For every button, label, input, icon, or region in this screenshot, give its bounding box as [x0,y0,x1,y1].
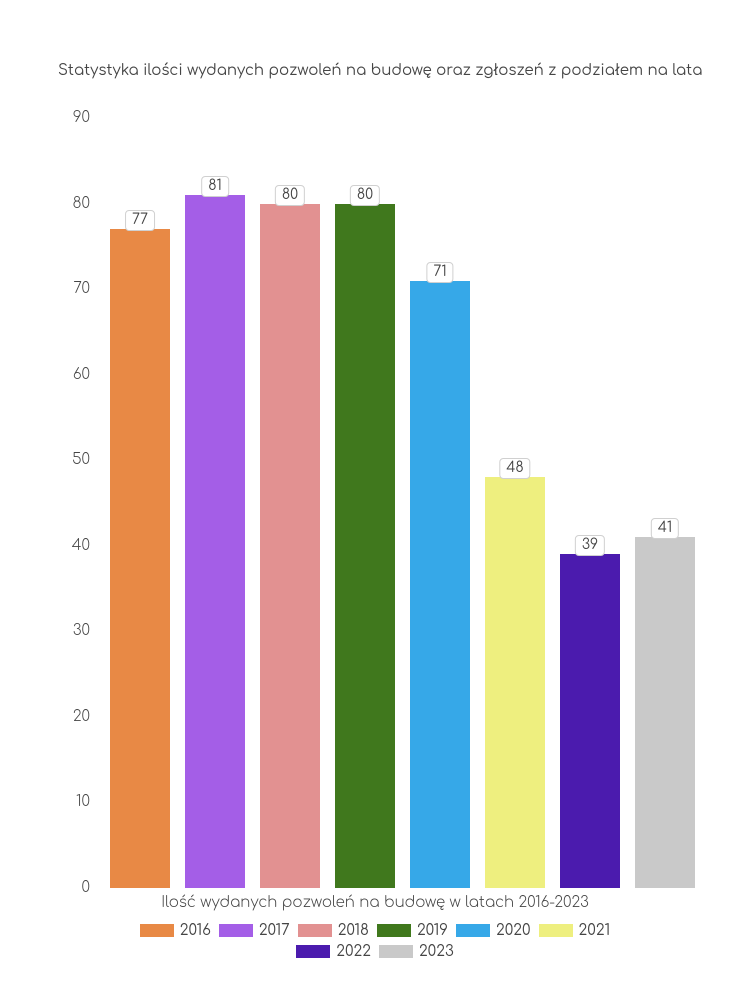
legend-item-2022: 2022 [296,943,371,960]
legend-swatch [140,924,174,937]
legend-row: 2016 2017 2018 2019 2020 2021 [0,922,750,939]
value-label-2017: 81 [201,176,229,197]
legend-item-2020: 2020 [456,922,531,939]
legend-swatch [296,945,330,958]
legend-swatch [219,924,253,937]
value-label-2020: 71 [426,262,453,283]
legend-label: 2022 [336,943,371,960]
value-label-2021: 48 [499,458,530,479]
legend-label: 2019 [417,922,448,939]
legend: 2016 2017 2018 2019 2020 2021 2022 2023 [0,922,750,964]
bar-2017 [185,195,245,888]
y-tick-label: 80 [50,195,90,212]
y-tick-label: 90 [50,109,90,126]
legend-label: 2020 [496,922,531,939]
legend-swatch [456,924,490,937]
bar-2021 [485,477,545,888]
legend-item-2018: 2018 [298,922,369,939]
legend-item-2019: 2019 [377,922,448,939]
legend-row: 2022 2023 [0,943,750,960]
value-label-2019: 80 [350,185,380,206]
legend-label: 2018 [338,922,369,939]
legend-swatch [379,945,413,958]
legend-label: 2016 [180,922,211,939]
y-tick-label: 10 [50,793,90,810]
legend-label: 2021 [579,922,611,939]
legend-item-2023: 2023 [379,943,454,960]
x-axis-label: Ilość wydanych pozwoleń na budowę w lata… [0,894,750,911]
legend-label: 2023 [419,943,454,960]
bar-2023 [635,537,695,888]
y-tick-label: 40 [50,537,90,554]
value-label-2018: 80 [275,185,305,206]
chart-title: Statystyka ilości wydanych pozwoleń na b… [58,62,702,79]
bar-2016 [110,229,170,888]
bar-2020 [410,281,470,888]
legend-label: 2017 [259,922,290,939]
legend-item-2017: 2017 [219,922,290,939]
value-label-2023: 41 [651,518,679,539]
y-tick-label: 70 [50,280,90,297]
bar-2022 [560,554,620,888]
legend-swatch [377,924,411,937]
legend-swatch [298,924,332,937]
plot-area: 77 81 80 80 71 48 39 41 [110,118,710,888]
bar-2019 [335,204,395,888]
legend-item-2016: 2016 [140,922,211,939]
y-tick-label: 20 [50,708,90,725]
value-label-2016: 77 [125,210,155,231]
chart-container: Statystyka ilości wydanych pozwoleń na b… [0,0,750,1000]
legend-swatch [539,924,573,937]
y-tick-label: 50 [50,451,90,468]
legend-item-2021: 2021 [539,922,611,939]
bar-2018 [260,204,320,888]
y-tick-label: 60 [50,366,90,383]
y-tick-label: 30 [50,622,90,639]
value-label-2022: 39 [575,535,605,556]
